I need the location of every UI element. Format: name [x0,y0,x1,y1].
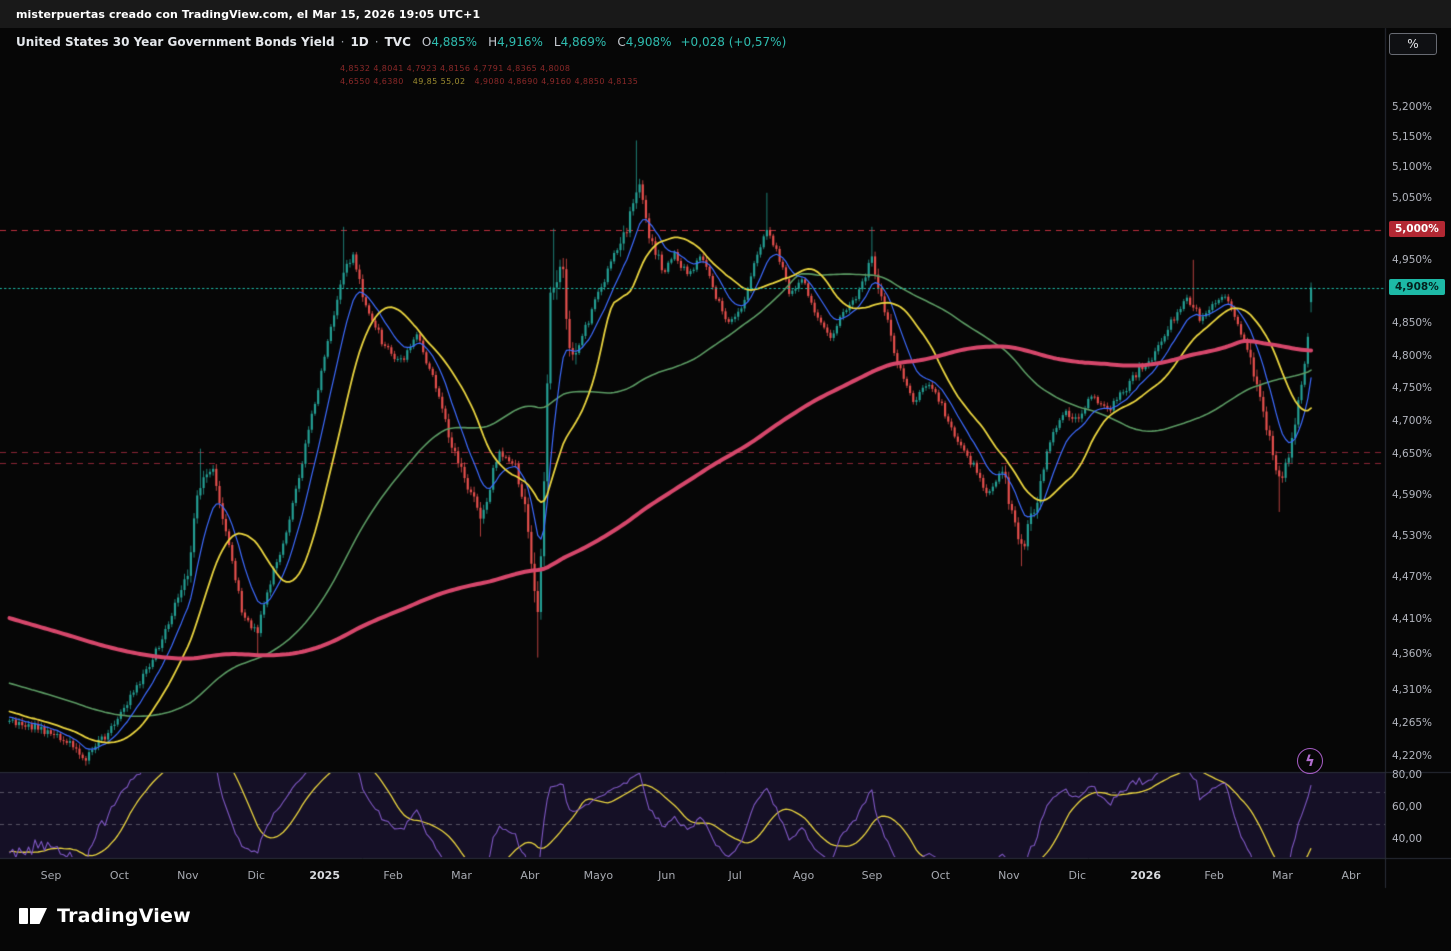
rsi-scale-label: 80,00 [1392,769,1423,781]
price-scale-label: 4,850% [1392,317,1433,330]
price-scale-label: 5,100% [1392,161,1433,174]
tradingview-watermark: TradingView [18,903,191,929]
time-axis-month-label: Dic [247,869,266,882]
price-scale[interactable]: 5,200% 5,150% 5,100% 5,050% 4,950% 4,850% 4,80… [1386,0,1451,951]
time-axis-month-label: Oct [109,869,129,882]
exchange-label: TVC [384,35,411,49]
time-axis-month-label: Oct [930,869,950,882]
rsi-scale-label: 60,00 [1392,800,1423,813]
price-scale-label: 4,650% [1392,448,1433,461]
price-scale-label: 5,200% [1392,101,1433,113]
time-axis-month-label: Jul [728,869,742,882]
price-scale-label: 4,700% [1392,415,1433,428]
time-axis-month-label: Mar [1272,869,1293,882]
indicator-values-row: 4,8532 4,8041 4,7923 4,8156 4,7791 4,836… [340,64,571,73]
instant-trading-bolt-button[interactable]: ϟ [1297,748,1323,774]
open-letter: O [421,35,432,49]
time-axis-month-label: Abr [520,869,540,882]
symbol-legend[interactable]: United States 30 Year Government Bonds Y… [16,35,786,49]
rsi-scale-label: 40,00 [1392,832,1423,845]
indicator-values-row: 4,6550 4,6380 49,85 55,02 4,9080 4,8690 4,… [340,77,639,86]
high-value: 4,916% [497,35,543,49]
price-scale-label: 4,220% [1392,749,1433,762]
separator-dot: · [340,35,345,49]
price-scale-badge: 4,908% [1389,278,1445,295]
price-scale-label: 4,470% [1392,570,1433,583]
attribution-bar: misterpuertas creado con TradingView.com… [0,0,1451,28]
price-scale-label: 4,950% [1392,254,1433,267]
symbol-title: United States 30 Year Government Bonds Y… [16,35,335,49]
time-axis-month-label: Feb [383,869,403,882]
price-scale-label: 4,590% [1392,488,1433,501]
price-scale-label: 5,050% [1392,191,1433,204]
price-scale-label: 4,310% [1392,684,1433,697]
interval-label: 1D [350,35,369,49]
time-axis-month-label: Feb [1204,869,1224,882]
time-axis-month-label: Dic [1068,869,1087,882]
low-value: 4,869% [560,35,607,49]
close-value: 4,908% [625,35,672,49]
time-axis-month-label: Sep [40,869,62,882]
tradingview-logo-text: TradingView [57,905,191,927]
change-value: +0,028 (+0,57%) [680,35,787,49]
time-axis-month-label: Sep [861,869,883,882]
price-scale-label: 4,530% [1392,529,1433,542]
time-axis-month-label: Jun [658,869,676,882]
price-scale-label: 4,410% [1392,612,1433,625]
time-axis-month-label: Mar [451,869,472,882]
price-scale-label: 5,150% [1392,131,1433,144]
tradingview-logo-icon [19,908,47,924]
indicator-values: 4,8532 4,8041 4,7923 4,8156 4,7791 4,836… [340,62,647,88]
open-value: 4,885% [431,35,478,49]
separator-dot: · [374,35,379,49]
high-letter: H [488,35,498,49]
time-axis-month-label: Nov [177,869,199,882]
attribution-text: misterpuertas creado con TradingView.com… [16,7,481,21]
time-axis-month-label: Nov [998,869,1020,882]
percent-scale-button[interactable]: % [1389,33,1437,55]
time-scale[interactable]: Sep Oct Nov Dic 2025 Feb Mar Abr Mayo Jun Jul Ago Se… [0,864,1451,888]
price-scale-label: 4,360% [1392,648,1433,661]
time-axis-month-label: Ago [792,869,815,882]
time-axis-year-label: 2026 [1130,869,1162,882]
time-axis-month-label: Abr [1341,869,1361,882]
price-scale-label: 4,800% [1392,349,1433,362]
low-letter: L [553,35,561,49]
time-axis-month-label: Mayo [583,869,614,882]
price-scale-label: 4,750% [1392,382,1433,395]
price-scale-badge: 5,000% [1389,220,1445,237]
close-letter: C [617,35,626,49]
price-scale-label: 4,265% [1392,716,1433,729]
time-axis-year-label: 2025 [309,869,340,882]
